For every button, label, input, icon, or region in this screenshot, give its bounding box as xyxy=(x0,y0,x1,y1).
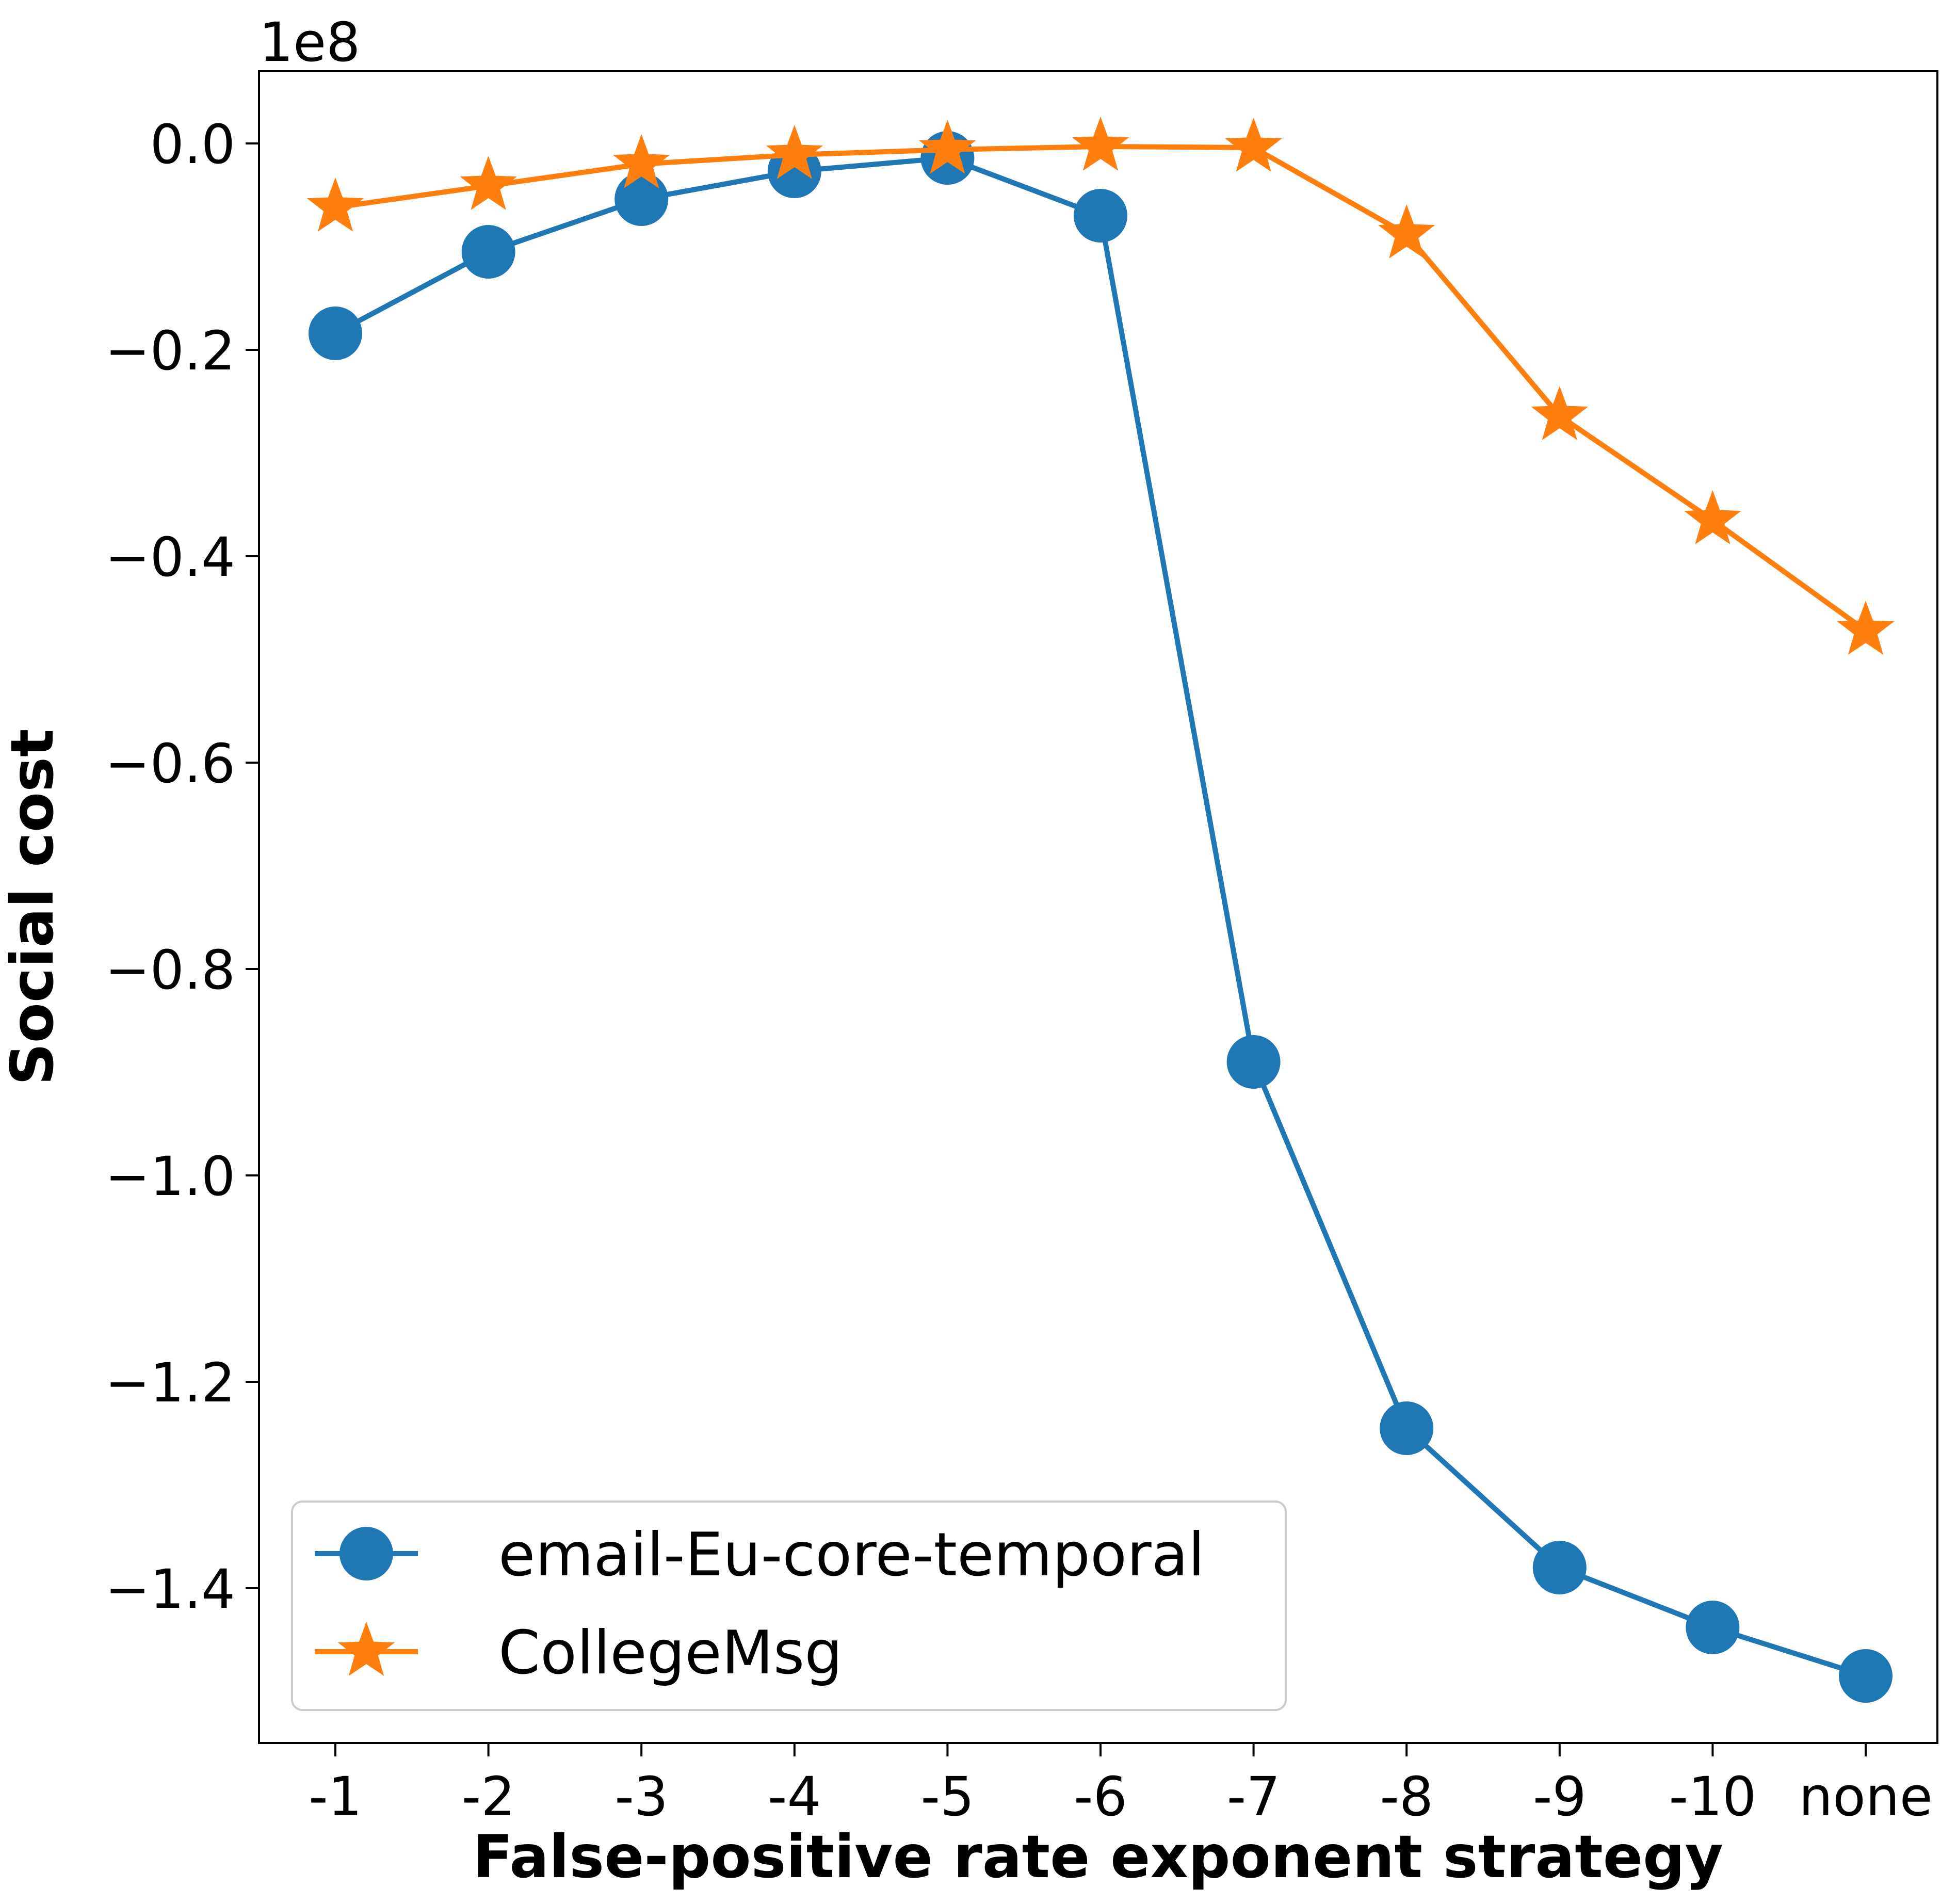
plot-frame xyxy=(258,70,1938,1744)
data-point-collegemsg xyxy=(1378,204,1435,259)
series-layer xyxy=(306,117,1895,1703)
y-tick-label: −1.2 xyxy=(105,1351,235,1414)
data-point-collegemsg xyxy=(1837,601,1895,655)
x-axis-title: False-positive rate exponent strategy xyxy=(473,1822,1723,1891)
data-point-email-eu-core-temporal xyxy=(1226,1035,1281,1089)
data-point-collegemsg xyxy=(613,134,670,188)
x-tick-label: -4 xyxy=(768,1765,821,1828)
y-tick-label: −1.4 xyxy=(105,1558,235,1621)
data-point-collegemsg xyxy=(306,178,364,232)
y-tick-label: 0.0 xyxy=(150,113,235,176)
data-point-collegemsg xyxy=(1072,117,1129,171)
legend-box xyxy=(291,1500,1287,1711)
x-tick-label: -3 xyxy=(614,1765,668,1828)
x-tick-label: -5 xyxy=(921,1765,975,1828)
data-point-collegemsg xyxy=(919,120,976,174)
y-axis-ticks: 0.0 −0.2 −0.4 −0.6 −0.8 −1.0 −1.2 −1.4 xyxy=(105,113,259,1621)
x-tick-label: -6 xyxy=(1074,1765,1127,1828)
data-point-email-eu-core-temporal xyxy=(614,172,669,226)
data-point-collegemsg xyxy=(766,125,823,179)
x-axis-ticks: -1 -2 -3 -4 -5 -6 -7 -8 -9 -10 none xyxy=(309,1743,1933,1828)
y-tick-label: −0.6 xyxy=(105,732,235,795)
x-tick-label: -9 xyxy=(1533,1765,1587,1828)
y-tick-label: −1.0 xyxy=(105,1145,235,1208)
legend-marker-email-eu-core-temporal xyxy=(339,1527,393,1580)
y-tick-label: −0.8 xyxy=(105,939,235,1002)
x-tick-label: -10 xyxy=(1669,1765,1756,1828)
legend-marker-collegemsg xyxy=(337,1622,395,1676)
data-point-email-eu-core-temporal xyxy=(309,306,362,360)
data-point-collegemsg xyxy=(1225,118,1282,172)
data-point-email-eu-core-temporal xyxy=(1686,1601,1740,1654)
legend: email-Eu-core-temporal CollegeMsg xyxy=(291,1500,1287,1711)
x-tick-label: -1 xyxy=(309,1765,362,1828)
data-point-email-eu-core-temporal xyxy=(1532,1541,1587,1594)
x-tick-label: none xyxy=(1799,1765,1932,1828)
y-axis-offset-label: 1e8 xyxy=(259,11,360,74)
data-point-collegemsg xyxy=(1684,490,1741,544)
x-tick-label: -2 xyxy=(462,1765,515,1828)
x-tick-label: -8 xyxy=(1380,1765,1433,1828)
data-point-collegemsg xyxy=(1531,386,1588,440)
data-point-collegemsg xyxy=(460,156,517,210)
data-point-email-eu-core-temporal xyxy=(461,225,515,279)
data-point-email-eu-core-temporal xyxy=(1839,1649,1893,1703)
legend-entries: email-Eu-core-temporal CollegeMsg xyxy=(315,1520,1205,1688)
data-point-email-eu-core-temporal xyxy=(1074,189,1127,243)
y-tick-label: −0.4 xyxy=(105,526,235,589)
legend-label-email-eu-core-temporal: email-Eu-core-temporal xyxy=(498,1520,1205,1590)
data-point-email-eu-core-temporal xyxy=(1380,1401,1434,1455)
legend-label-collegemsg: CollegeMsg xyxy=(498,1618,843,1688)
y-tick-label: −0.2 xyxy=(105,319,235,382)
y-axis-title: Social cost xyxy=(0,729,67,1085)
x-tick-label: -7 xyxy=(1227,1765,1281,1828)
